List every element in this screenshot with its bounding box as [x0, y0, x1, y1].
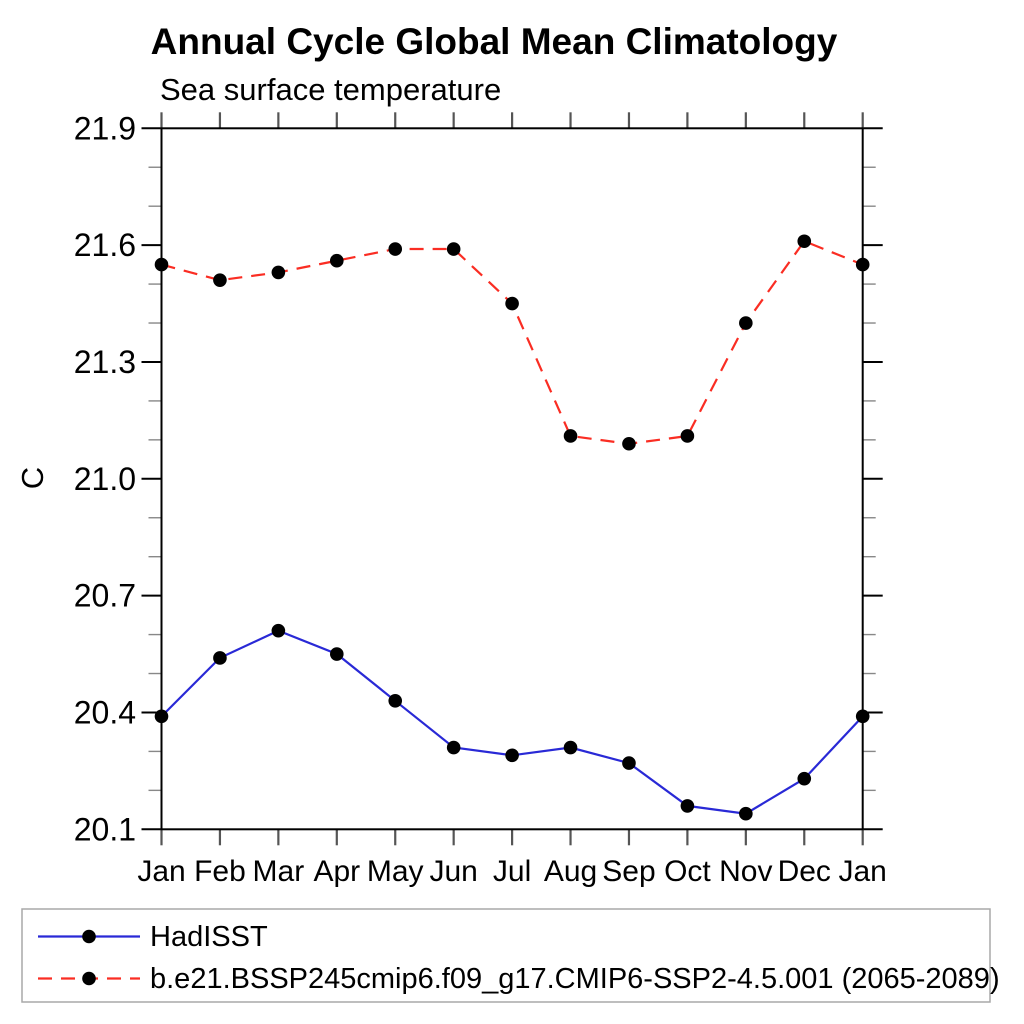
tick-labels: 20.1 20.4 20.7 21.0 21.3 21.6 21.9 Jan Feb Mar Apr…: [74, 110, 887, 888]
data-point-marker: [622, 756, 636, 770]
y-tick-label: 20.1: [74, 811, 136, 847]
data-point-marker: [330, 647, 344, 661]
chart-title: Annual Cycle Global Mean Climatology: [151, 21, 838, 62]
y-tick-label: 21.6: [74, 227, 136, 263]
data-point-marker: [622, 436, 636, 451]
data-point-marker: [739, 316, 753, 330]
legend-label-model: b.e21.BSSP245cmip6.f09_g17.CMIP6-SSP2-4.…: [150, 963, 1000, 995]
data-point-marker: [563, 740, 578, 755]
legend: HadISST b.e21.BSSP245cmip6.f09_g17.CMIP6…: [21, 908, 1000, 1003]
data-point-marker: [505, 748, 519, 763]
x-tick-label: Mar: [253, 855, 305, 888]
data-point-marker: [271, 265, 286, 280]
y-axis-label: C: [15, 467, 50, 489]
data-point-marker: [563, 429, 578, 443]
chart-subtitle: Sea surface temperature: [160, 72, 501, 107]
axes: [141, 112, 883, 846]
x-tick-label: Jul: [493, 855, 531, 888]
legend-marker-model: [82, 971, 96, 986]
legend-label-hadisst: HadISST: [150, 921, 268, 953]
data-series: [154, 234, 870, 821]
plot-box: [160, 127, 864, 831]
x-tick-label: Dec: [778, 855, 831, 888]
data-point-marker: [680, 799, 695, 813]
data-point-marker: [680, 429, 695, 443]
x-tick-label: May: [367, 855, 424, 888]
y-tick-label: 20.4: [74, 694, 136, 730]
x-tick-label: Nov: [719, 855, 772, 888]
data-point-marker: [388, 693, 403, 708]
data-point-marker: [797, 771, 812, 786]
y-tick-label: 21.3: [74, 344, 136, 380]
x-tick-label: Sep: [602, 855, 655, 888]
data-point-marker: [388, 242, 403, 256]
data-point-marker: [505, 296, 519, 311]
x-tick-label: Oct: [664, 855, 711, 888]
x-tick-label: Aug: [544, 855, 597, 888]
data-point-marker: [446, 740, 461, 755]
data-point-marker: [739, 806, 753, 821]
data-point-marker: [213, 273, 227, 287]
x-tick-label: Jan: [137, 855, 185, 888]
data-point-marker: [213, 651, 227, 665]
data-point-marker: [154, 257, 169, 272]
data-point-marker: [154, 709, 169, 724]
y-tick-label: 21.9: [74, 110, 136, 146]
legend-box: [21, 908, 991, 1003]
data-point-marker: [855, 257, 870, 272]
y-tick-label: 20.7: [74, 578, 136, 614]
data-point-marker: [855, 709, 870, 724]
y-tick-label: 21.0: [74, 461, 136, 497]
data-point-marker: [271, 623, 286, 638]
x-tick-label: Apr: [313, 855, 360, 888]
x-tick-label: Feb: [194, 855, 246, 888]
data-point-marker: [446, 242, 461, 256]
data-point-marker: [330, 253, 344, 268]
legend-marker-hadisst: [82, 929, 96, 944]
x-tick-label: Jun: [429, 855, 477, 888]
data-point-marker: [797, 234, 812, 249]
x-tick-label: Jan: [839, 855, 887, 888]
series-line-0: [160, 629, 864, 815]
series-line-1: [161, 239, 864, 445]
